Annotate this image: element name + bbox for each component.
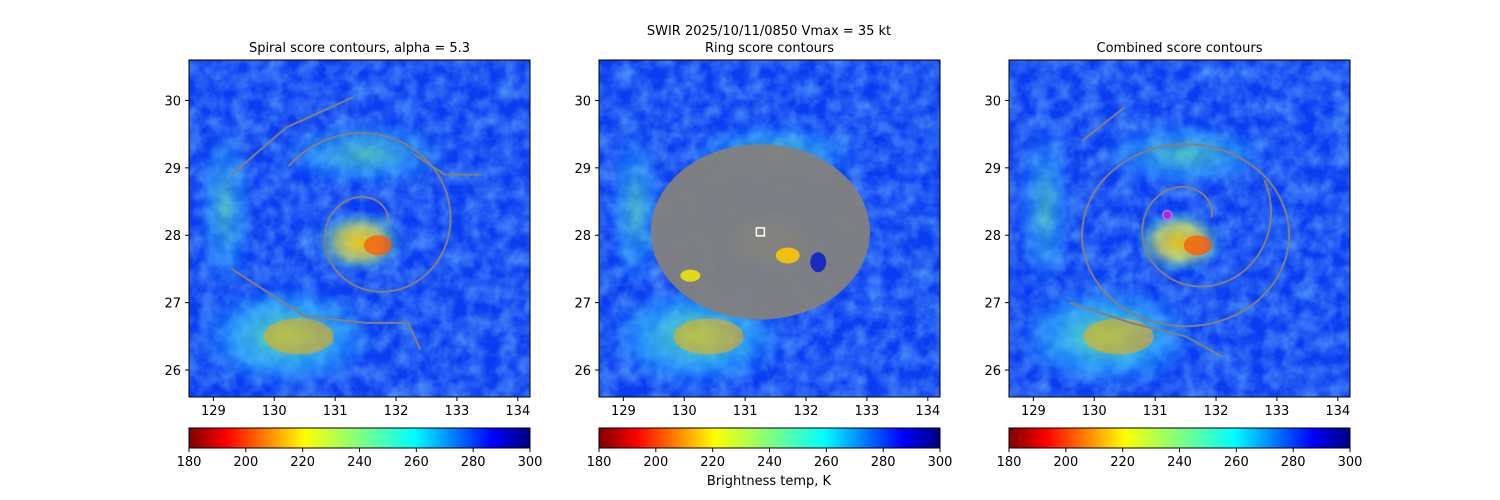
colorbar-tick-label: 220	[290, 455, 315, 470]
x-tick-label: 133	[1265, 404, 1290, 419]
x-tick-label: 133	[855, 404, 880, 419]
combined-contour	[1081, 143, 1291, 328]
y-tick-label: 27	[984, 297, 1001, 312]
x-tick-label: 129	[1021, 404, 1046, 419]
colorbar-tick-label: 180	[587, 455, 612, 470]
spiral-contour	[230, 96, 354, 176]
y-tick-label: 30	[574, 94, 591, 109]
x-tick-label: 130	[262, 404, 287, 419]
y-tick-label: 30	[164, 94, 181, 109]
colorbar-tick-label: 180	[177, 455, 202, 470]
spiral-contour	[231, 268, 422, 351]
x-tick-label: 129	[611, 404, 636, 419]
ring-score-mask	[650, 144, 870, 320]
colorbar-tick-label: 300	[928, 455, 953, 470]
panel-1: Spiral score contours, alpha = 5.3 129 130…	[164, 41, 542, 470]
y-tick-label: 26	[984, 364, 1001, 379]
x-tick-label: 134	[915, 404, 940, 419]
panel-title: Spiral score contours, alpha = 5.3	[249, 41, 470, 56]
x-tick-label: 130	[1082, 404, 1107, 419]
ring-hole	[775, 247, 800, 264]
combined-contour	[1081, 106, 1126, 142]
y-tick-label: 29	[574, 162, 591, 177]
axes-frame	[1008, 59, 1351, 398]
colorbar-tick-label: 300	[1338, 455, 1363, 470]
axes-frame	[188, 59, 531, 398]
panel-2: Ring score contours 129 130 131 132 133 134 26 2…	[574, 41, 952, 470]
colorbar-tick-label: 200	[1053, 455, 1078, 470]
colorbar-tick-label: 200	[233, 455, 258, 470]
colorbar-tick-label: 220	[1110, 455, 1135, 470]
x-tick-label: 132	[384, 404, 409, 419]
colorbar-tick-label: 240	[347, 455, 372, 470]
x-tick-label: 131	[323, 404, 348, 419]
y-tick-label: 27	[164, 297, 181, 312]
satellite-image	[1009, 60, 1350, 397]
x-tick-label: 134	[505, 404, 530, 419]
score-overlay	[230, 96, 482, 351]
colorbar-tick-label: 260	[404, 455, 429, 470]
combined-contour	[1069, 301, 1223, 358]
ring-hole	[810, 252, 827, 273]
spiral-contour	[287, 132, 452, 293]
y-tick-label: 28	[574, 229, 591, 244]
y-tick-label: 26	[574, 364, 591, 379]
colorbar-tick-label: 240	[1167, 455, 1192, 470]
colorbar-label: Brightness temp, K	[707, 474, 832, 489]
satellite-image	[189, 60, 530, 397]
colorbar-tick-label: 300	[518, 455, 543, 470]
score-overlay	[1069, 106, 1291, 358]
x-tick-label: 131	[1143, 404, 1168, 419]
y-tick-label: 29	[164, 162, 181, 177]
y-tick-label: 26	[164, 364, 181, 379]
panel-title: Combined score contours	[1097, 41, 1263, 56]
colorbar-tick-label: 280	[461, 455, 486, 470]
colorbar-tick-label: 280	[1281, 455, 1306, 470]
colorbar	[1008, 427, 1351, 449]
y-tick-label: 28	[984, 229, 1001, 244]
x-tick-label: 134	[1325, 404, 1350, 419]
spiral-contour	[413, 153, 482, 176]
x-tick-label: 130	[672, 404, 697, 419]
axes-frame	[598, 59, 941, 398]
panel-3: Combined score contours 129 130 131 132 133 13…	[984, 41, 1362, 470]
colorbar-tick-label: 280	[871, 455, 896, 470]
ring-center-marker	[755, 227, 766, 237]
y-tick-label: 30	[984, 94, 1001, 109]
x-tick-label: 131	[733, 404, 758, 419]
colorbar-tick-label: 180	[997, 455, 1022, 470]
colorbar-tick-label: 240	[757, 455, 782, 470]
x-tick-label: 132	[794, 404, 819, 419]
combined-contour	[1141, 179, 1272, 288]
colorbar-tick-label: 260	[814, 455, 839, 470]
colorbar	[598, 427, 941, 449]
x-tick-label: 129	[201, 404, 226, 419]
colorbar-tick-label: 260	[1224, 455, 1249, 470]
score-overlay	[650, 144, 870, 320]
y-tick-label: 29	[984, 162, 1001, 177]
y-tick-label: 27	[574, 297, 591, 312]
colorbar-tick-label: 200	[643, 455, 668, 470]
center-marker	[1162, 209, 1173, 221]
colorbar-tick-label: 220	[700, 455, 725, 470]
panel-title: Ring score contours	[705, 41, 834, 56]
x-tick-label: 133	[445, 404, 470, 419]
suptitle: SWIR 2025/10/11/0850 Vmax = 35 kt	[647, 24, 891, 39]
y-tick-label: 28	[164, 229, 181, 244]
colorbar	[188, 427, 531, 449]
x-tick-label: 132	[1204, 404, 1229, 419]
ring-hole	[680, 269, 701, 282]
